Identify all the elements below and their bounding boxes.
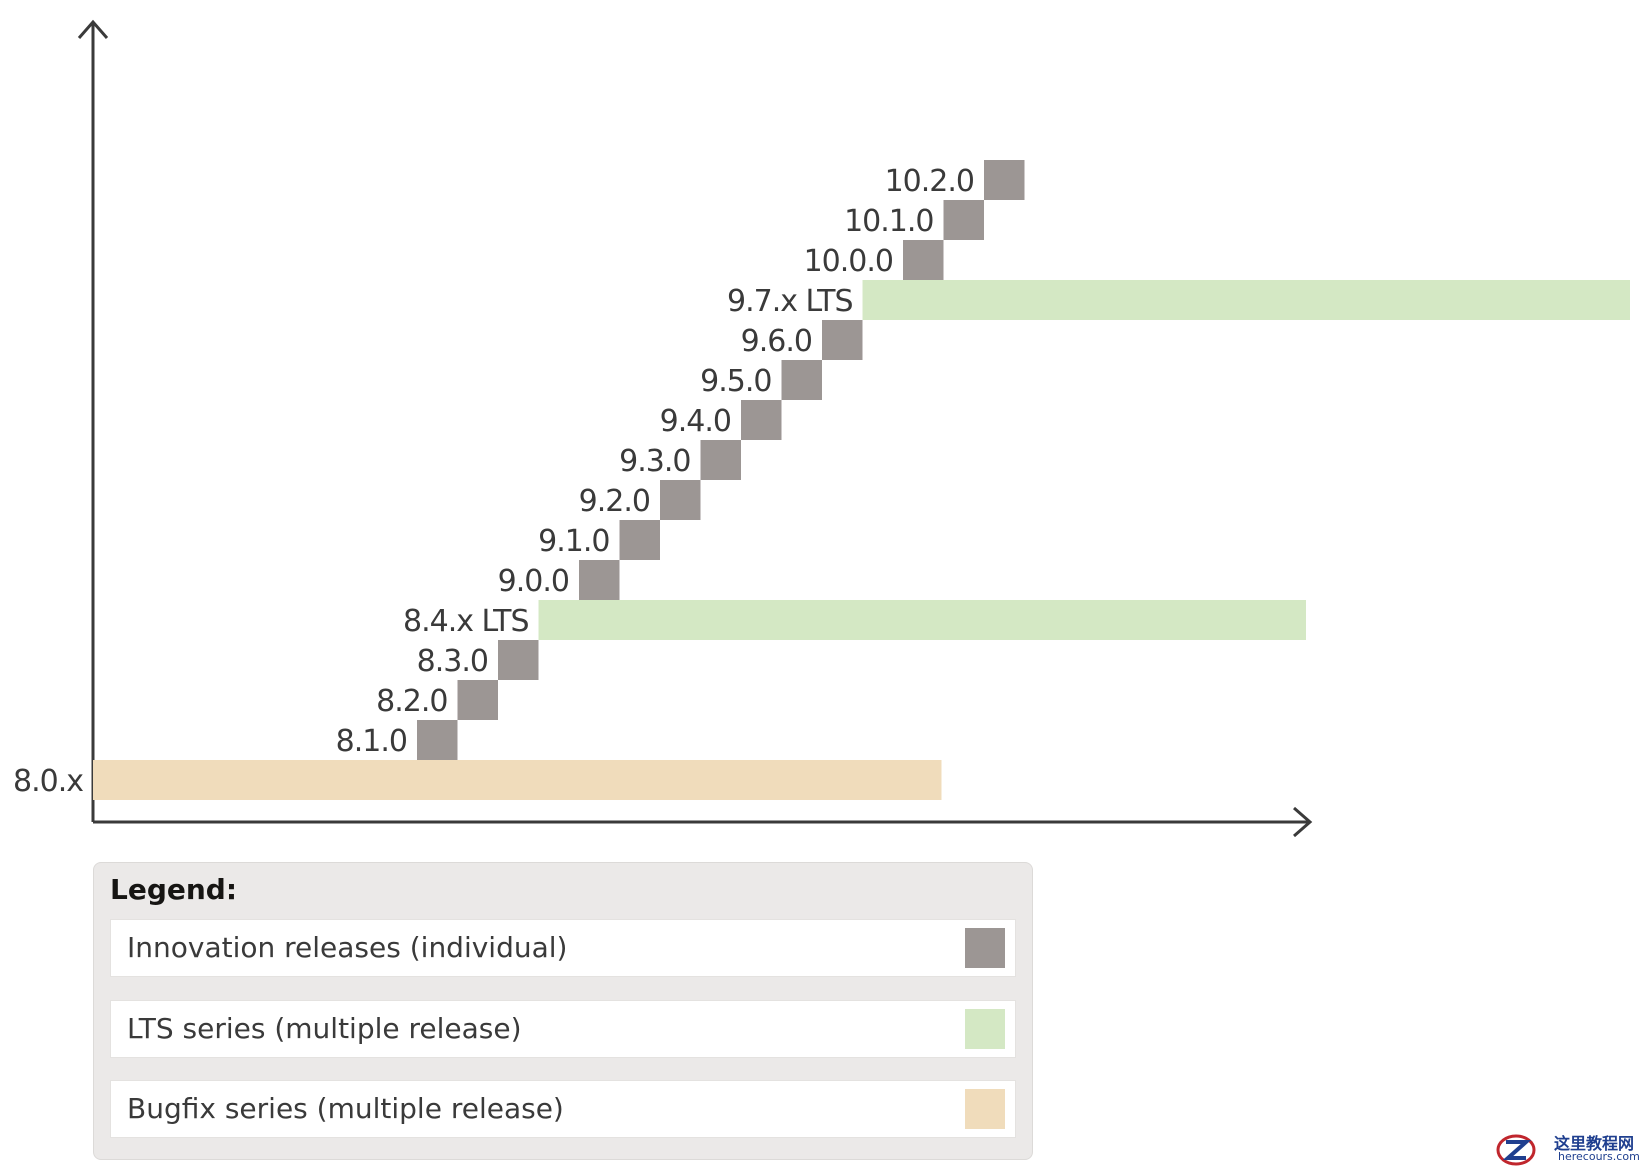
- release-label: 10.1.0: [844, 204, 933, 239]
- legend-item-label: Bugfix series (multiple release): [127, 1092, 564, 1125]
- axes: [77, 19, 1313, 838]
- innovation-bar: [660, 480, 701, 520]
- legend-item-innovation: Innovation releases (individual): [110, 919, 1016, 977]
- lts-bar: [862, 280, 1630, 320]
- watermark-subtext: herecours.com: [1558, 1150, 1640, 1163]
- lts-bar: [538, 600, 1306, 640]
- release-label: 9.5.0: [700, 364, 771, 399]
- release-label: 9.2.0: [579, 484, 650, 519]
- innovation-bar: [417, 720, 458, 760]
- release-label: 8.3.0: [417, 644, 488, 679]
- release-labels: 8.0.x 8.1.0 8.2.0 8.3.0 8.4.x LTS 9.0.0 9.1.0 9…: [13, 164, 975, 799]
- legend-swatch-lts: [965, 1009, 1005, 1049]
- bugfix-bar: [93, 760, 942, 800]
- legend: Legend: Innovation releases (individual)…: [93, 862, 1033, 1160]
- innovation-bar: [457, 680, 498, 720]
- release-bars: [93, 160, 1630, 800]
- watermark-logo-icon: [1496, 1134, 1536, 1166]
- legend-item-label: LTS series (multiple release): [127, 1012, 522, 1045]
- legend-item-lts: LTS series (multiple release): [110, 1000, 1016, 1058]
- legend-title: Legend:: [110, 873, 238, 906]
- release-label: 10.2.0: [885, 164, 974, 199]
- legend-swatch-innovation: [965, 928, 1005, 968]
- innovation-bar: [781, 360, 822, 400]
- release-label: 8.1.0: [336, 724, 407, 759]
- release-label: 8.0.x: [13, 764, 83, 799]
- innovation-bar: [903, 240, 944, 280]
- innovation-bar: [741, 400, 782, 440]
- release-label: 9.0.0: [498, 564, 569, 599]
- innovation-bar: [579, 560, 620, 600]
- legend-item-bugfix: Bugfix series (multiple release): [110, 1080, 1016, 1138]
- legend-swatch-bugfix: [965, 1089, 1005, 1129]
- innovation-bar: [619, 520, 660, 560]
- release-diagram: 8.0.x 8.1.0 8.2.0 8.3.0 8.4.x LTS 9.0.0 9.1.0 9…: [13, 19, 1630, 838]
- release-label: 9.7.x LTS: [727, 284, 853, 319]
- y-axis-arrow: [77, 19, 109, 39]
- x-axis-arrow: [1293, 806, 1313, 838]
- legend-item-label: Innovation releases (individual): [127, 931, 568, 964]
- innovation-bar: [822, 320, 863, 360]
- release-label: 9.1.0: [538, 524, 609, 559]
- release-label: 10.0.0: [804, 244, 893, 279]
- innovation-bar: [984, 160, 1025, 200]
- innovation-bar: [498, 640, 539, 680]
- release-label: 8.2.0: [376, 684, 447, 719]
- release-label: 9.6.0: [741, 324, 812, 359]
- watermark: 这里教程网 herecours.com: [1496, 1130, 1640, 1170]
- innovation-bar: [943, 200, 984, 240]
- release-label: 8.4.x LTS: [403, 604, 529, 639]
- watermark-text: 这里教程网: [1554, 1134, 1635, 1153]
- release-label: 9.4.0: [660, 404, 731, 439]
- innovation-bar: [700, 440, 741, 480]
- release-label: 9.3.0: [619, 444, 690, 479]
